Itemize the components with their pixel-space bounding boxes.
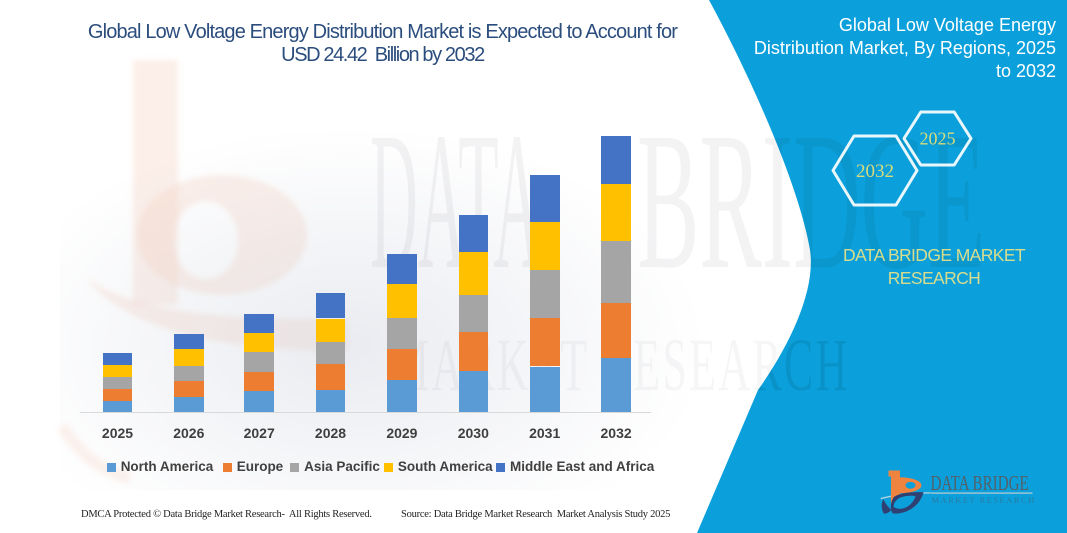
svg-text:2025: 2025 bbox=[920, 129, 956, 149]
svg-text:MARKET RESEARCH: MARKET RESEARCH bbox=[932, 495, 1036, 505]
svg-text:MARKET RESEARCH: MARKET RESEARCH bbox=[390, 324, 850, 407]
svg-text:DATA: DATA bbox=[370, 91, 541, 310]
svg-text:2032: 2032 bbox=[856, 161, 894, 182]
svg-text:DATA BRIDGE: DATA BRIDGE bbox=[931, 472, 1029, 495]
